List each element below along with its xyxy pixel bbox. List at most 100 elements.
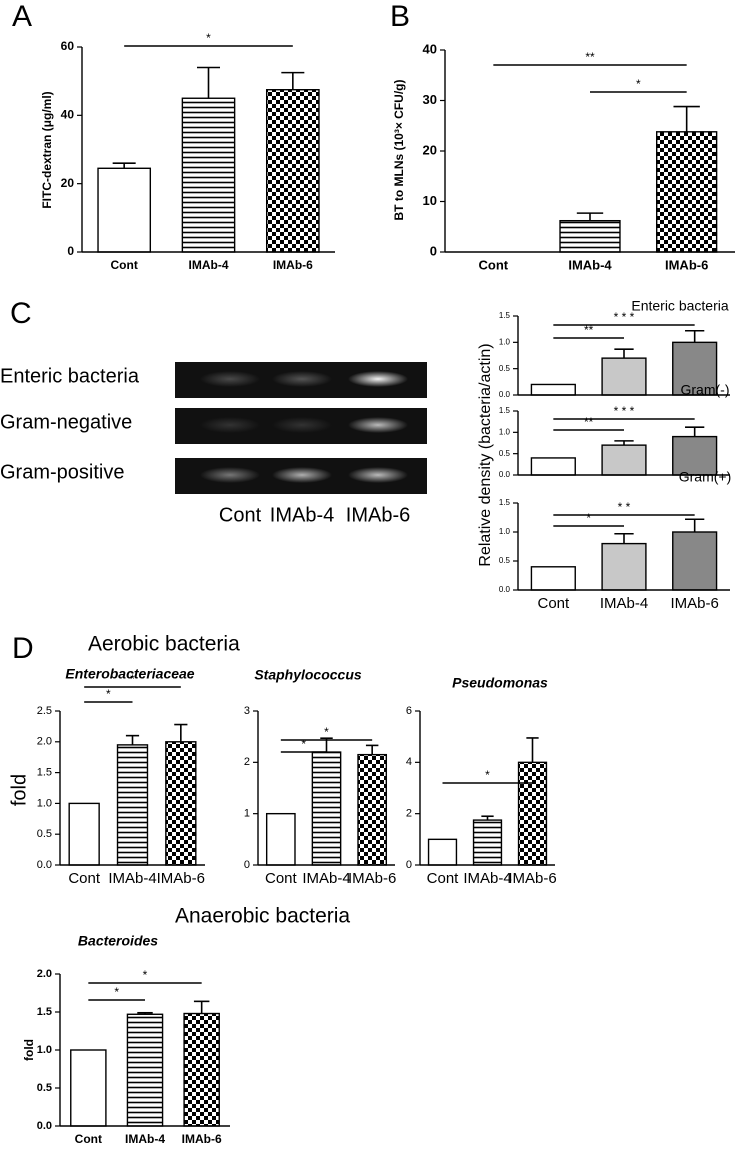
bar <box>265 812 296 866</box>
y-tick-label: 10 <box>423 193 437 208</box>
significance-label: * <box>114 985 119 999</box>
gel-band <box>348 417 408 433</box>
y-tick-label: 2.0 <box>37 968 52 980</box>
significance-label: * <box>301 737 306 751</box>
x-tick-label: IMAb-6 <box>157 870 205 887</box>
x-tick-label: Cont <box>479 257 509 272</box>
chart-title: Enteric bacteria <box>631 298 728 314</box>
y-tick-label: 0 <box>406 859 412 871</box>
y-axis-label: BT to MLNs (10³× CFU/g) <box>392 80 406 221</box>
y-tick-label: 2 <box>244 756 250 768</box>
bar <box>601 357 647 396</box>
x-tick-label: IMAb-6 <box>670 595 718 612</box>
section-heading: Aerobic bacteria <box>88 633 240 656</box>
chart-title: Gram(-) <box>681 382 730 398</box>
x-tick-label: Cont <box>111 258 138 272</box>
x-tick-label: IMAb-4 <box>302 870 350 887</box>
gel-band <box>200 417 260 433</box>
x-tick-label: Cont <box>537 595 570 612</box>
chart-title: Bacteroides <box>78 933 158 949</box>
y-tick-label: 1.5 <box>37 1006 52 1018</box>
y-tick-label: 0.5 <box>499 556 511 565</box>
y-tick-label: 1.0 <box>37 797 52 809</box>
y-tick-label: 20 <box>423 142 437 157</box>
x-tick-label: IMAb-4 <box>463 870 511 887</box>
panel-label: C <box>10 297 32 330</box>
chart-title: Staphylococcus <box>254 667 362 683</box>
gel-band <box>200 371 260 387</box>
y-axis-label: fold <box>22 1039 36 1061</box>
gel-band <box>272 467 332 483</box>
y-tick-label: 30 <box>423 92 437 107</box>
bar <box>530 566 576 591</box>
bar <box>116 744 149 866</box>
gel-band <box>348 371 408 387</box>
significance-label: ** <box>584 323 594 337</box>
y-tick-label: 1.0 <box>37 1044 52 1056</box>
panel-label: B <box>390 0 410 33</box>
significance-label: ** <box>585 50 595 64</box>
bar <box>68 802 100 866</box>
panel-label: D <box>12 632 34 665</box>
y-tick-label: 1.5 <box>37 767 52 779</box>
y-tick-label: 1.5 <box>499 311 511 320</box>
gel-band <box>272 371 332 387</box>
significance-label: * <box>130 672 135 686</box>
bar <box>530 457 576 476</box>
y-axis-label: FITC-dextran (μg/ml) <box>40 91 54 208</box>
x-tick-label: IMAb-4 <box>108 870 156 887</box>
significance-label: * * * <box>614 404 635 418</box>
bar <box>517 761 548 866</box>
significance-label: * * <box>618 500 631 514</box>
significance-label: * <box>206 31 211 45</box>
y-tick-label: 0 <box>430 243 437 258</box>
significance-label: * <box>586 511 591 525</box>
y-tick-label: 1.5 <box>499 406 511 415</box>
significance-label: * <box>485 768 490 782</box>
y-axis-label: fold <box>8 774 30 806</box>
section-heading: Anaerobic bacteria <box>175 905 350 928</box>
chart-title: Gram(+) <box>679 469 732 485</box>
y-tick-label: 2.5 <box>37 705 52 717</box>
y-tick-label: 1.0 <box>499 527 511 536</box>
y-tick-label: 20 <box>61 176 75 190</box>
x-tick-label: Cont <box>75 1132 102 1146</box>
gel-lane-label: IMAb-4 <box>270 504 334 526</box>
x-tick-label: Cont <box>68 870 101 887</box>
significance-label: * <box>106 687 111 701</box>
bar <box>559 219 621 253</box>
significance-label: * <box>636 77 641 91</box>
bar <box>165 741 197 866</box>
gel-band <box>272 417 332 433</box>
bar <box>427 838 458 866</box>
y-tick-label: 0.0 <box>499 390 511 399</box>
gel-lane-label: IMAb-6 <box>346 504 410 526</box>
y-tick-label: 2.0 <box>37 736 52 748</box>
y-tick-label: 0.0 <box>499 470 511 479</box>
bar <box>183 1012 220 1127</box>
bar <box>181 97 236 253</box>
bar <box>530 383 576 396</box>
y-tick-label: 6 <box>406 705 412 717</box>
y-tick-label: 0.5 <box>37 828 52 840</box>
bar <box>97 167 152 253</box>
y-tick-label: 0 <box>67 244 74 258</box>
significance-label: * * * <box>614 310 635 324</box>
y-tick-label: 40 <box>61 108 75 122</box>
gel-row-label: Gram-positive <box>0 461 124 483</box>
x-tick-label: IMAb-6 <box>273 258 313 272</box>
y-tick-label: 0.0 <box>37 1120 52 1132</box>
bar <box>672 531 718 591</box>
x-tick-label: IMAb-6 <box>348 870 396 887</box>
y-tick-label: 1.0 <box>499 337 511 346</box>
x-tick-label: IMAb-6 <box>182 1132 222 1146</box>
significance-label: * <box>143 968 148 982</box>
chart-title: Pseudomonas <box>452 675 548 691</box>
bar <box>656 131 718 253</box>
x-tick-label: Cont <box>427 870 460 887</box>
bar <box>601 542 647 591</box>
x-tick-label: IMAb-6 <box>508 870 556 887</box>
x-tick-label: IMAb-4 <box>189 258 229 272</box>
y-tick-label: 0.0 <box>499 585 511 594</box>
gel-row-label: Gram-negative <box>0 411 132 433</box>
